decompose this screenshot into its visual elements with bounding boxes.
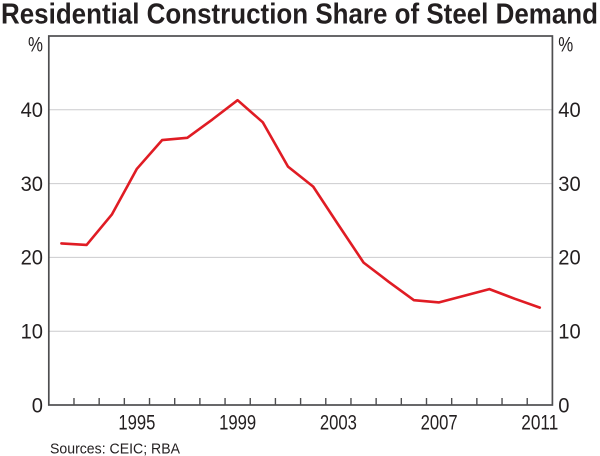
plot-frame — [47, 35, 554, 406]
x-tick-label: 1999 — [219, 412, 256, 435]
data-line — [60, 98, 542, 309]
y-axis-unit-left: % — [28, 34, 43, 57]
y-tick-label-left: 30 — [21, 173, 43, 196]
x-tick-label: 2011 — [521, 412, 558, 435]
chart-title: Residential Construction Share of Steel … — [1, 0, 598, 31]
x-tick-label: 1995 — [118, 412, 155, 435]
x-tick-label: 2007 — [421, 412, 458, 435]
y-axis-unit-right: % — [558, 34, 573, 57]
y-tick-label-left: 20 — [21, 247, 43, 270]
sources-note: Sources: CEIC; RBA — [50, 442, 180, 456]
y-tick-label-right: 20 — [558, 247, 580, 270]
y-tick-label-left: 10 — [21, 321, 43, 344]
y-tick-label-right: 10 — [558, 321, 580, 344]
y-tick-label-right: 40 — [558, 99, 580, 122]
y-tick-label-right: 0 — [558, 394, 569, 417]
y-tick-label-left: 40 — [21, 99, 43, 122]
y-tick-label-right: 30 — [558, 173, 580, 196]
x-tick-label: 2003 — [320, 412, 357, 435]
y-tick-label-left: 0 — [32, 394, 43, 417]
